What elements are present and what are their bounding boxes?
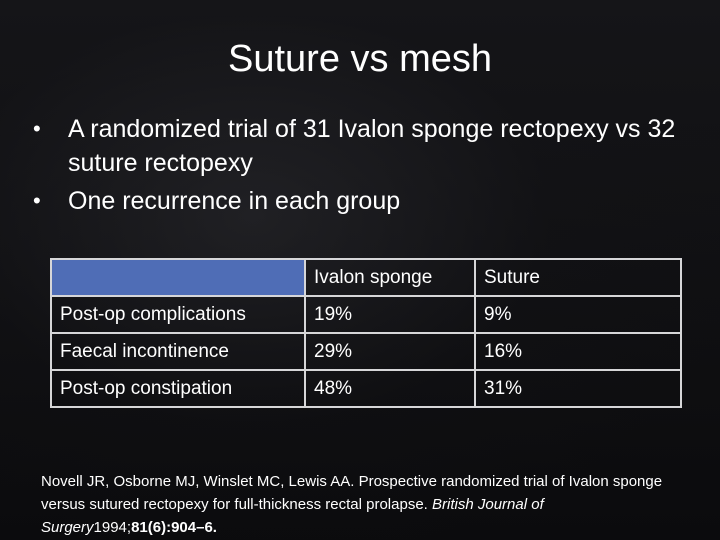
results-table: Ivalon sponge Suture Post-op complicatio… xyxy=(50,258,682,408)
table-row-label: Post-op complications xyxy=(50,296,306,333)
table-cell: 9% xyxy=(474,296,682,333)
bullet-list: • A randomized trial of 31 Ivalon sponge… xyxy=(30,112,690,222)
citation-authors-title: Novell JR, Osborne MJ, Winslet MC, Lewis… xyxy=(41,473,663,513)
bullet-icon: • xyxy=(33,116,41,141)
table-row: Faecal incontinence 29% 16% xyxy=(50,332,682,370)
table-cell: 48% xyxy=(304,369,476,408)
bullet-item: • One recurrence in each group xyxy=(30,184,690,218)
table-header-row: Ivalon sponge Suture xyxy=(50,258,682,297)
table-row-label: Faecal incontinence xyxy=(50,332,306,370)
bullet-icon: • xyxy=(33,188,41,213)
table-header-suture: Suture xyxy=(474,258,682,297)
table-header-corner xyxy=(50,258,306,297)
table-header-ivalon: Ivalon sponge xyxy=(304,258,476,297)
table-row: Post-op constipation 48% 31% xyxy=(50,369,682,408)
citation-year: 1994; xyxy=(93,519,132,536)
slide-title: Suture vs mesh xyxy=(228,38,492,80)
table-row-label: Post-op constipation xyxy=(50,369,306,408)
bullet-text: A randomized trial of 31 Ivalon sponge r… xyxy=(68,115,676,177)
bullet-text: One recurrence in each group xyxy=(68,187,401,215)
table-cell: 19% xyxy=(304,296,476,333)
table-row: Post-op complications 19% 9% xyxy=(50,296,682,333)
citation: Novell JR, Osborne MJ, Winslet MC, Lewis… xyxy=(41,470,671,539)
table-cell: 16% xyxy=(474,332,682,370)
bullet-item: • A randomized trial of 31 Ivalon sponge… xyxy=(30,112,690,180)
table-cell: 29% xyxy=(304,332,476,370)
citation-journal: British Journal of Surgery xyxy=(41,496,544,536)
citation-volume-pages: 81(6):904–6. xyxy=(131,519,217,536)
table-cell: 31% xyxy=(474,369,682,408)
